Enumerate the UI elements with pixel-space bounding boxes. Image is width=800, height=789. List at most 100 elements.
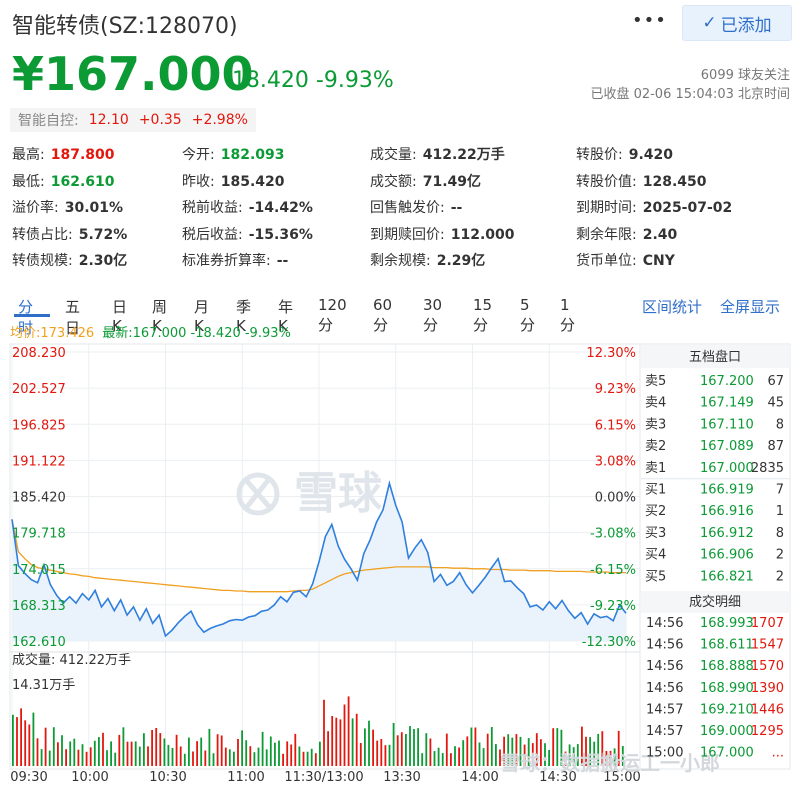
order-book-volume: 45 xyxy=(767,396,784,411)
order-book-title: 五档盘口 xyxy=(689,349,741,365)
y-tick-left: 179.718 xyxy=(12,527,66,542)
price-change: -18.420 -9.93% xyxy=(224,68,394,93)
tab-6[interactable]: 年K xyxy=(278,298,294,335)
volume-bar xyxy=(609,750,612,766)
volume-bar xyxy=(585,736,587,766)
trade-price: 169.000 xyxy=(700,724,754,739)
quote-value: -- xyxy=(276,253,289,269)
quote-item: 成交量: 412.22万手 xyxy=(370,144,505,164)
tab-8[interactable]: 60分 xyxy=(373,296,393,334)
tab-3[interactable]: 周K xyxy=(152,298,168,335)
tab-10[interactable]: 15分 xyxy=(473,296,493,334)
volume-bar xyxy=(409,726,411,766)
volume-bar xyxy=(617,730,620,766)
quote-item: 货币单位: CNY xyxy=(576,250,675,270)
volume-bar xyxy=(429,738,432,766)
volume-bar xyxy=(294,733,297,766)
volume-bar xyxy=(544,743,546,766)
fullscreen-link[interactable]: 全屏显示 xyxy=(720,298,781,316)
volume-bar xyxy=(32,712,35,766)
trade-volume: ... xyxy=(772,746,784,761)
volume-bar xyxy=(261,731,264,766)
quote-value: 2.29亿 xyxy=(436,253,486,269)
quote-value: -- xyxy=(450,200,463,216)
tab-1[interactable]: 五日 xyxy=(65,298,81,337)
related-stock-change-pct: +2.98% xyxy=(191,112,248,128)
added-watchlist-button[interactable]: ✓ 已添加 xyxy=(682,5,792,41)
y-tick-left: 202.527 xyxy=(12,382,66,397)
volume-bar xyxy=(376,740,379,766)
tab-9[interactable]: 30分 xyxy=(423,296,443,334)
volume-bar xyxy=(523,744,526,766)
volume-bar xyxy=(188,737,190,766)
bottom-watermark: 雪球：数据搬运工一小郎 xyxy=(500,751,720,775)
volume-bar xyxy=(69,741,72,766)
volume-bar xyxy=(196,741,198,766)
added-label: 已添加 xyxy=(720,15,772,36)
volume-bar xyxy=(425,733,428,766)
volume-bar xyxy=(48,750,51,766)
order-book-volume: 2 xyxy=(776,548,784,563)
volume-bar xyxy=(220,735,223,766)
related-stock-bar[interactable]: 智能自控: 12.10 +0.35 +2.98% xyxy=(10,108,256,132)
volume-bar xyxy=(183,753,186,766)
volume-bar xyxy=(396,735,399,766)
quote-item: 剩余年限: 2.40 xyxy=(576,224,677,244)
intraday-chart[interactable]: 雪球 208.230202.527196.825191.122185.42017… xyxy=(0,336,800,789)
volume-bar xyxy=(110,741,112,766)
volume-bar xyxy=(122,727,125,766)
volume-bar xyxy=(147,746,149,766)
volume-bar xyxy=(564,751,567,766)
quote-label: 成交额: xyxy=(370,173,417,190)
x-tick: 09:30 xyxy=(10,770,47,785)
volume-bar xyxy=(192,751,194,766)
order-book-volume: 8 xyxy=(776,526,784,541)
volume-bar xyxy=(351,718,354,766)
volume-bar xyxy=(466,736,469,766)
tab-12[interactable]: 1分 xyxy=(560,296,576,334)
quote-value: 182.093 xyxy=(220,147,285,163)
quote-item: 剩余规模: 2.29亿 xyxy=(370,250,485,270)
tab-4[interactable]: 月K xyxy=(194,298,210,335)
tab-11[interactable]: 5分 xyxy=(520,296,536,334)
quote-label: 最高: xyxy=(12,147,45,163)
volume-bar xyxy=(433,751,436,766)
volume-bar xyxy=(621,746,624,766)
quote-item: 到期时间: 2025-07-02 xyxy=(576,197,732,217)
quote-label: 回售触发价: xyxy=(370,200,445,216)
chart-info-line: 均价:173.426 最新:167.000 -18.420 -9.93% xyxy=(10,322,291,341)
watermark-logo-icon xyxy=(236,472,280,516)
order-book-price: 166.919 xyxy=(700,483,754,498)
tab-5[interactable]: 季K xyxy=(236,298,252,335)
volume-bar xyxy=(339,719,342,766)
volume-bar xyxy=(515,734,518,766)
volume-bar xyxy=(89,747,92,766)
tab-2[interactable]: 日K xyxy=(112,298,128,335)
trade-time: 15:00 xyxy=(646,746,683,761)
followers-count: 6099 球友关注 xyxy=(700,68,790,83)
tab-7[interactable]: 120分 xyxy=(318,296,347,334)
quote-label: 税后收益: xyxy=(182,226,243,243)
quote-label: 剩余规模: xyxy=(370,253,431,269)
quote-value: -14.42% xyxy=(248,200,313,216)
quote-grid: 最高: 187.800 今开: 182.093 成交量: 412.22万手 转股价: 9.42… xyxy=(12,144,792,278)
related-stock-name[interactable]: 智能自控: xyxy=(18,113,79,129)
tab-0[interactable]: 分时 xyxy=(18,298,34,337)
market-status: 已收盘 02-06 15:04:03 北京时间 xyxy=(590,87,790,102)
volume-bar xyxy=(400,732,403,766)
volume-bar xyxy=(527,738,530,766)
interval-stats-link[interactable]: 区间统计 xyxy=(642,298,703,316)
volume-bar xyxy=(486,733,489,766)
volume-bar xyxy=(392,723,395,766)
y-tick-left: 185.420 xyxy=(12,491,66,506)
volume-bar xyxy=(126,741,129,766)
volume-bar xyxy=(24,720,27,766)
volume-bar xyxy=(298,746,301,766)
volume-bar xyxy=(441,753,444,766)
volume-bar xyxy=(274,742,276,766)
more-dots-icon[interactable]: ••• xyxy=(632,10,667,31)
trade-time: 14:56 xyxy=(646,681,683,696)
y-tick-right: -6.15% xyxy=(590,563,636,578)
volume-bar xyxy=(269,736,272,766)
quote-value: -15.36% xyxy=(248,226,313,243)
